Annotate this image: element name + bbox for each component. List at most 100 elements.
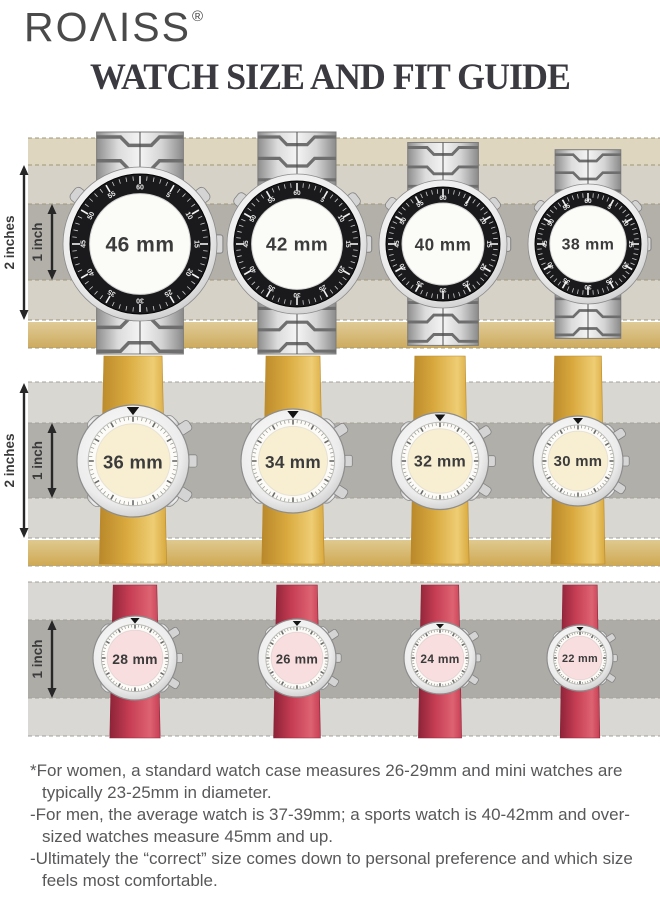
dial (549, 205, 627, 283)
ruler-label: 2 inches (2, 433, 17, 487)
bezel-number: 10 (184, 211, 194, 221)
bezel-number: 60 (293, 190, 301, 197)
ruler-label: 1 inch (30, 222, 45, 261)
bezel-number: 35 (267, 283, 277, 293)
bezel-number: 20 (477, 262, 487, 272)
watch-38mm: 60 5 10 15 20 25 30 35 40 45 50 55 38 mm (527, 149, 652, 339)
bezel-triangle-marker (576, 627, 584, 631)
bezel-number: 5 (606, 203, 613, 211)
bezel-number: 40 (398, 262, 408, 272)
bezel-number: 25 (163, 288, 173, 298)
size-row-small-womens-watches: 28 mm 26 mm 24 mm 22 mm 1 inch (28, 581, 660, 739)
bezel-number: 45 (394, 240, 401, 248)
ruler-label: 2 inches (2, 215, 17, 269)
watch-32mm: 32 mm (390, 355, 496, 565)
watch-46mm: 60 5 10 15 20 25 30 35 40 45 50 55 46 mm (62, 131, 224, 355)
size-row-mid-size-watches: 36 mm 34 mm 32 mm 30 mm 2 inches 1 inch (2, 355, 660, 567)
bezel-number: 10 (620, 218, 630, 228)
bezel-number: 55 (562, 202, 572, 212)
watch-28mm: 28 mm (92, 584, 184, 739)
bezel-number: 50 (546, 218, 556, 228)
ruler-2-inches: 2 inches (2, 383, 29, 538)
watch-22mm: 22 mm (546, 584, 618, 739)
footnotes-block: *For women, a standard watch case measur… (30, 760, 638, 892)
ruler-2-inches: 2 inches (2, 165, 29, 320)
ruler-1-inch: 1 inch (30, 204, 57, 280)
bezel-number: 50 (249, 214, 259, 224)
watch-size-label: 46 mm (105, 234, 174, 257)
bezel-number: 50 (399, 216, 409, 226)
bezel-triangle-marker (436, 624, 444, 629)
watch-26mm: 26 mm (257, 584, 342, 739)
bezel-number: 45 (81, 240, 88, 248)
dial (407, 428, 473, 494)
watch-42mm: 60 5 10 15 20 25 30 35 40 45 50 55 42 mm (226, 131, 373, 355)
dial (251, 198, 343, 290)
dial (557, 635, 603, 681)
ruler-1-inch: 1 inch (30, 620, 57, 698)
dial (547, 430, 609, 492)
bezel-number: 60 (584, 198, 592, 205)
bezel-number: 20 (620, 260, 630, 270)
bezel-number: 45 (542, 240, 549, 248)
watch-34mm: 34 mm (240, 355, 353, 565)
bezel-number: 15 (485, 240, 492, 248)
dial (106, 629, 164, 687)
bezel-triangle-marker (434, 414, 446, 422)
bezel-number: 40 (86, 267, 96, 277)
bezel-number: 30 (584, 283, 592, 290)
bezel-number: 55 (267, 195, 277, 205)
bezel-number: 40 (248, 264, 258, 274)
watch-size-label: 26 mm (276, 652, 318, 667)
watch-36mm: 36 mm (76, 355, 198, 565)
bezel-number: 60 (439, 195, 447, 202)
watch-40mm: 60 5 10 15 20 25 30 35 40 45 50 55 40 mm (378, 142, 512, 346)
bezel-number: 20 (336, 264, 346, 274)
brand-name: ROΛISS (24, 4, 191, 50)
brand-logo: ROΛISS® (24, 4, 203, 51)
bezel-triangle-marker (126, 407, 140, 416)
bezel-number: 50 (87, 211, 97, 221)
watch-size-label: 36 mm (103, 452, 163, 473)
footnote-2: -For men, the average watch is 37-39mm; … (30, 805, 630, 846)
bezel-number: 20 (183, 267, 193, 277)
watch-size-label: 32 mm (414, 454, 466, 471)
bezel-number: 15 (627, 240, 634, 248)
bezel-number: 30 (293, 291, 301, 298)
bezel-number: 55 (107, 190, 117, 200)
watch-size-label: 24 mm (420, 652, 459, 666)
dial (95, 423, 171, 499)
bezel-number: 5 (165, 191, 172, 199)
dial (89, 193, 191, 295)
watch-size-label: 28 mm (112, 651, 158, 667)
bezel-number: 30 (136, 297, 144, 304)
bezel-number: 10 (478, 216, 488, 226)
bezel-number: 5 (462, 201, 469, 209)
bezel-number: 25 (604, 276, 614, 286)
bezel-number: 35 (415, 278, 425, 288)
bezel-triangle-marker (292, 621, 302, 626)
watch-24mm: 24 mm (403, 584, 482, 739)
bezel-number: 35 (562, 276, 572, 286)
bezel-number: 35 (107, 287, 117, 297)
page-title: WATCH SIZE AND FIT GUIDE (90, 57, 571, 98)
watch-size-label: 38 mm (562, 237, 615, 254)
footnote-1: *For women, a standard watch case measur… (30, 761, 623, 802)
footnote-3: -Ultimately the “correct” size comes dow… (30, 849, 633, 890)
ruler-label: 1 inch (30, 441, 45, 480)
ruler-1-inch: 1 inch (30, 423, 57, 498)
bezel-number: 5 (319, 196, 326, 204)
watch-size-label: 40 mm (415, 236, 472, 255)
watch-size-label: 42 mm (266, 235, 328, 256)
registered-mark: ® (191, 8, 204, 25)
bezel-number: 40 (546, 260, 556, 270)
dial (270, 631, 324, 685)
bezel-number: 15 (193, 240, 200, 248)
bezel-number: 45 (243, 240, 250, 248)
dial (257, 425, 329, 497)
bezel-number: 60 (136, 185, 144, 192)
ruler-label: 1 inch (30, 639, 45, 678)
